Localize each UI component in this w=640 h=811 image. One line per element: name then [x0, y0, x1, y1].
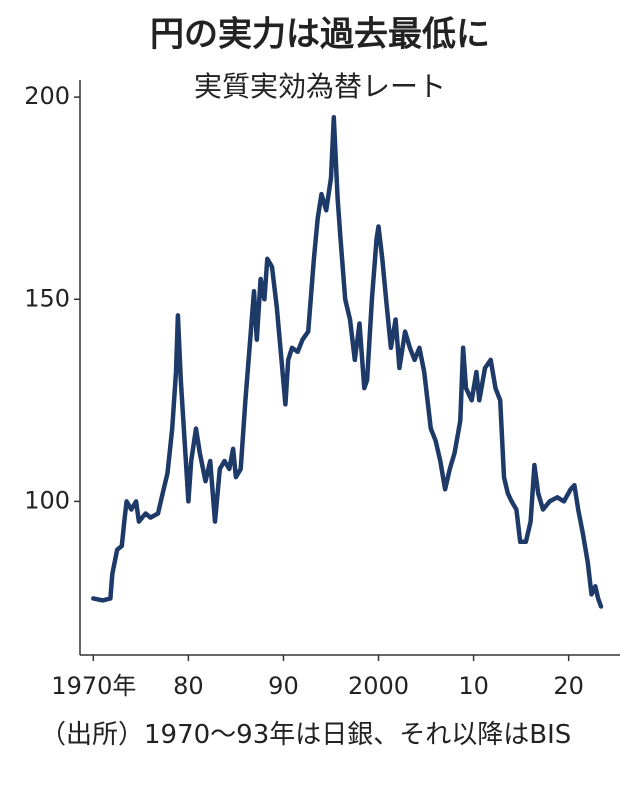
x-tick-label: 1970年: [51, 672, 136, 700]
x-tick-label: 90: [268, 672, 299, 700]
x-tick-label: 10: [458, 672, 489, 700]
chart-title: 円の実力は過去最低に: [150, 15, 490, 55]
y-tick-label: 200: [24, 82, 70, 110]
source-note: （出所）1970～93年は日銀、それ以降はBIS: [40, 720, 572, 750]
x-tick-label: 20: [553, 672, 584, 700]
data-line: [91, 115, 604, 609]
chart-subtitle: 実質実効為替レート: [194, 70, 446, 103]
x-tick-label: 2000: [348, 672, 409, 700]
y-tick-label: 150: [24, 284, 70, 312]
y-tick-label: 100: [24, 486, 70, 514]
x-tick-label: 80: [173, 672, 204, 700]
